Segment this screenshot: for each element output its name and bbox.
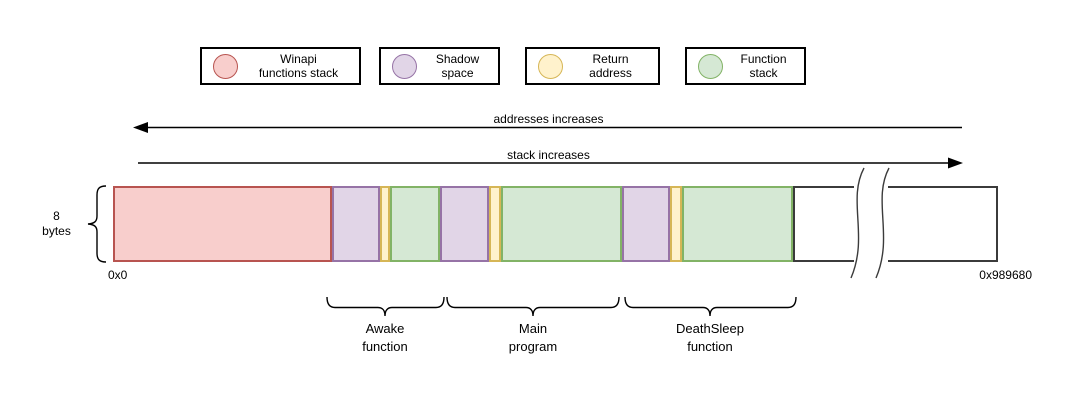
legend-label-line1: Winapi [280,52,317,66]
legend-label-function-stack: Function stack [723,52,804,80]
legend-label-line2: stack [749,66,778,80]
bar-segment-shadow [440,186,489,262]
bar-segment-function [682,186,793,262]
bar-segment-function [390,186,440,262]
bar-segment-return [380,186,390,262]
legend-label-line1: Return [592,52,629,66]
winapi-color-swatch-icon [213,53,238,79]
group-label-awake-function: Awake function [362,321,408,354]
legend-item-function-stack: Function stack [685,47,806,85]
legend-item-winapi-functions-stack: Winapi functions stack [200,47,361,85]
function-stack-color-swatch-icon [698,53,723,79]
deathsleep-function-brace-icon [624,296,797,317]
legend-label-line2: address [589,66,632,80]
main-program-brace-icon [446,296,620,317]
bar-segment-return [489,186,501,262]
bar-segment-return [670,186,682,262]
memory-bar [113,186,998,262]
legend-label-line2: space [441,66,474,80]
bar-segment-function [501,186,622,262]
group-label-main-program: Main program [508,321,558,354]
return-address-color-swatch-icon [538,53,563,79]
legend-label-shadow-space: Shadow space [417,52,498,80]
bar-segment-shadow [332,186,380,262]
legend-label-line1: Function [740,52,787,66]
legend-label-line2: functions stack [258,66,339,80]
start-address-label: 0x0 [108,268,128,282]
stack-increases-label: stack increases [507,148,590,162]
legend-label-winapi: Winapi functions stack [238,52,359,80]
legend-item-return-address: Return address [525,47,660,85]
awake-function-brace-icon [326,296,445,317]
byte-size-number: 8 [53,209,60,223]
legend-label-return-address: Return address [563,52,658,80]
bar-segment-shadow [622,186,670,262]
byte-size-brace-icon [87,185,107,263]
bar-segment-empty [793,186,998,262]
shadow-space-color-swatch-icon [392,53,417,79]
end-address-label: 0x989680 [979,268,1032,282]
addresses-increases-label: addresses increases [493,112,604,126]
byte-size-unit: bytes [42,224,71,238]
byte-size-label: 8 bytes [29,209,84,239]
group-label-deathsleep-function: DeathSleep function [676,321,744,354]
bar-segment-winapi [113,186,332,262]
legend-label-line1: Shadow [435,52,480,66]
legend-item-shadow-space: Shadow space [379,47,500,85]
